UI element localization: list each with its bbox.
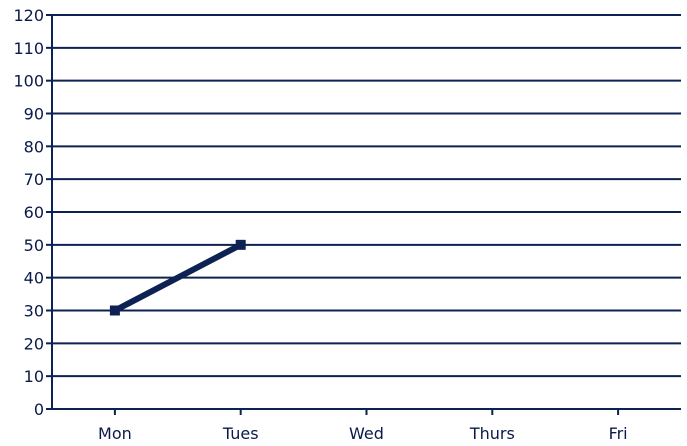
y-tick-label: 10	[24, 367, 44, 386]
y-tick-label: 40	[24, 269, 44, 288]
y-tick-label: 110	[13, 39, 44, 58]
x-tick-label: Mon	[98, 424, 132, 443]
y-tick-label: 90	[24, 105, 44, 124]
grid-lines	[52, 14, 681, 378]
series	[109, 239, 246, 316]
axes	[46, 14, 681, 415]
data-point-marker	[235, 239, 246, 250]
y-tick-label: 50	[24, 236, 44, 255]
x-tick-label: Fri	[609, 424, 628, 443]
y-tick-label: 0	[34, 400, 44, 419]
y-tick-label: 80	[24, 137, 44, 156]
x-tick-label: Wed	[349, 424, 384, 443]
y-tick-label: 60	[24, 203, 44, 222]
x-tick-label: Thurs	[469, 424, 515, 443]
y-tick-label: 120	[13, 6, 44, 25]
y-tick-label: 20	[24, 334, 44, 353]
y-tick-label: 70	[24, 170, 44, 189]
y-axis-tick-labels: 0 10 20 30 40 50 60 70 80 90 100 110 120	[13, 6, 44, 419]
x-axis-tick-labels: Mon Tues Wed Thurs Fri	[98, 424, 628, 443]
series-line	[113, 242, 243, 314]
x-tick-label: Tues	[222, 424, 259, 443]
y-tick-label: 30	[24, 302, 44, 321]
data-point-marker	[109, 305, 120, 316]
y-tick-label: 100	[13, 72, 44, 91]
